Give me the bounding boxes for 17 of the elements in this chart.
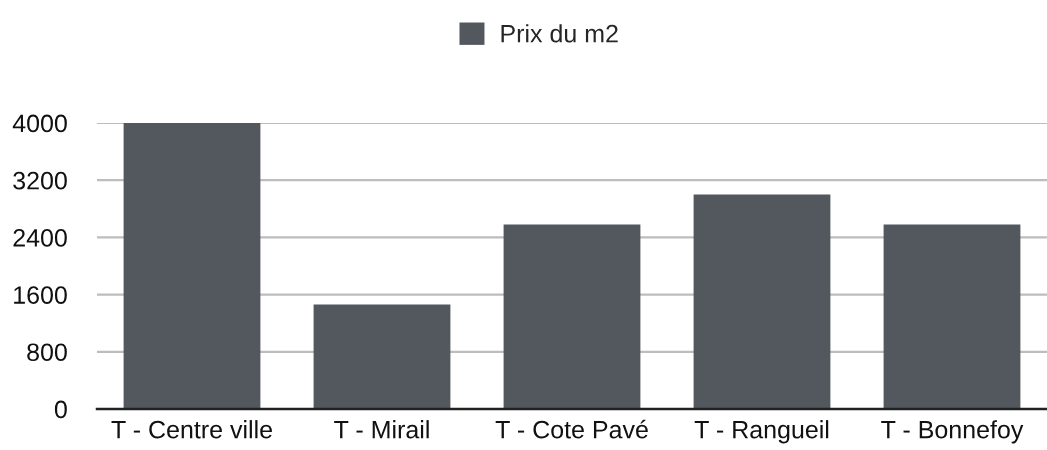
bar: [503, 224, 641, 409]
x-tick-label: T - Rangueil: [694, 420, 829, 444]
legend-label: Prix du m2: [501, 24, 618, 43]
y-tick-label: 3200: [13, 171, 67, 190]
x-tick-label: T - Mirail: [334, 420, 429, 439]
y-tick-label: 4000: [12, 114, 67, 133]
x-tick-label: T - Centre ville: [111, 420, 272, 439]
y-tick-label: 1600: [14, 286, 67, 304]
y-tick-label: 0: [54, 400, 67, 419]
bar: [123, 123, 261, 409]
bar: [313, 304, 451, 409]
y-tick-label: 2400: [13, 229, 67, 247]
x-tick-label: T - Bonnefoy: [881, 420, 1024, 444]
bar: [693, 194, 831, 409]
y-tick-label: 800: [27, 343, 67, 362]
bar: [883, 224, 1021, 409]
x-tick-label: T - Cote Pavé: [495, 419, 648, 439]
